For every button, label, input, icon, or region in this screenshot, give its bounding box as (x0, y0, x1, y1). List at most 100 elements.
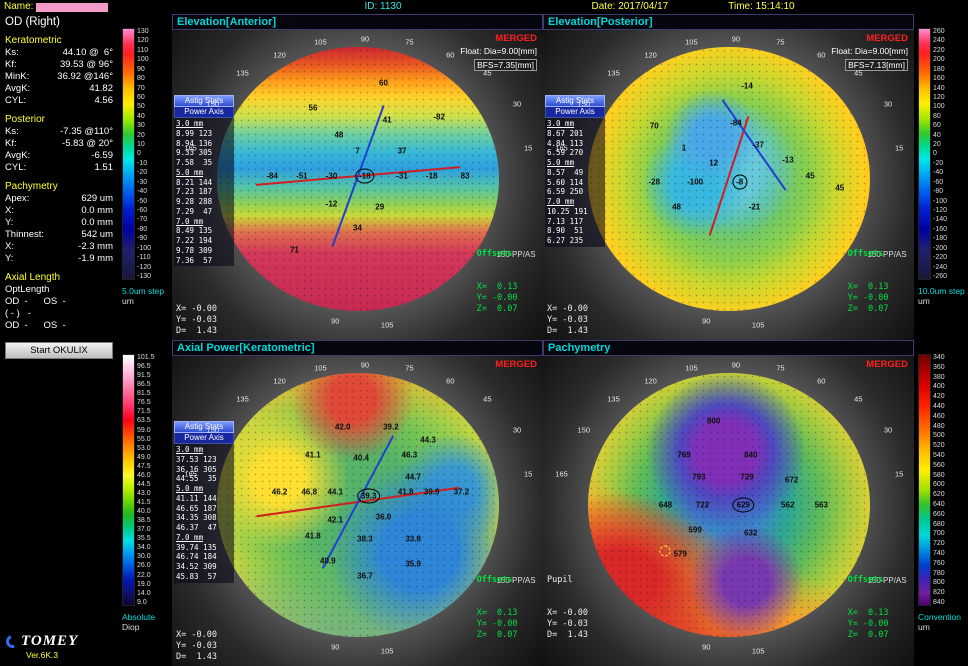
scale-label: 520 (933, 442, 945, 450)
q1-bfs-info: BFS=7.35[mm] (474, 59, 537, 71)
ring-label: 75 (776, 363, 785, 373)
scale-label: -240 (933, 263, 948, 271)
posterior-title: Posterior (5, 114, 46, 125)
q3-position-info: X= -0.00 Y= -0.03 D= 1.43 (176, 597, 237, 663)
map-value: 34 (353, 223, 362, 233)
stats-line: 8.57 49 (547, 167, 584, 177)
scale-label: 30 (137, 122, 145, 130)
scale-label: 840 (933, 598, 945, 606)
q1-scale-step: 5.0um step (122, 286, 165, 296)
ring-label: 120 (273, 376, 286, 386)
pos-line: Y= -0.03 (547, 314, 588, 325)
scale-label: 71.5 (137, 408, 151, 416)
scale-label: 800 (933, 579, 945, 587)
map-value: -18 (425, 171, 438, 181)
scale-label: 9.0 (137, 598, 147, 606)
axial-length-line: OD - OS - (5, 296, 66, 307)
map-value: 562 (781, 500, 795, 510)
map-value: 42.1 (327, 515, 344, 525)
scale-label: 140 (933, 84, 945, 92)
ring-label: 45 (854, 68, 863, 78)
map-value: -13 (782, 155, 794, 165)
posterior-rows: Ks: -7.35 @110° Kf: -5.83 @ 20° AvgK: -6.59… (5, 126, 113, 174)
scale-label: 400 (933, 383, 945, 391)
scale-label: 340 (933, 354, 945, 361)
keratometric-row: MinK: 36.92 @146° (5, 71, 113, 82)
map-value: 629 (732, 497, 755, 513)
scale-label: -20 (933, 159, 944, 167)
scale-label: -70 (137, 216, 148, 224)
stats-line: 8.90 51 (547, 226, 584, 236)
ring-label: 105 (751, 320, 765, 329)
posterior-row: Kf: -5.83 @ 20° (5, 138, 113, 149)
map-value: 599 (688, 525, 702, 535)
ring-label: 105 (314, 37, 327, 47)
map-value: 33.8 (405, 534, 421, 544)
quad-pachymetry: Pachymetry MERGED 120 105 90 75 60 135 45 150 30… (543, 340, 968, 666)
ring-label: 30 (883, 425, 893, 435)
posterior-row: AvgK: -6.59 (5, 150, 113, 161)
map-value: -30 (325, 171, 338, 181)
ring-label: 90 (360, 34, 370, 44)
offset-line: Z= 0.07 (847, 303, 889, 314)
map-value: 41 (382, 115, 392, 125)
ring-label: 105 (380, 320, 394, 329)
map-value: 46.8 (301, 487, 318, 497)
stats-line: 45.83 57 (176, 571, 217, 581)
pos-line: X= -0.00 (547, 607, 588, 618)
scale-label: 780 (933, 569, 945, 577)
stats-line: 10.25 191 (547, 206, 588, 216)
q4-title: Pachymetry (543, 340, 914, 356)
q2-position-info: X= -0.00 Y= -0.03 D= 1.43 (547, 271, 608, 337)
q2-scale-step: 10.0um step (918, 286, 965, 296)
scale-label: 53.0 (137, 444, 151, 452)
scale-label: -10 (137, 159, 148, 167)
stats-line: 6.27 235 (547, 236, 584, 246)
keratometric-row: Kf: 39.53 @ 96° (5, 59, 113, 70)
map-value: 48 (334, 130, 344, 140)
map-value: 44.3 (420, 435, 436, 445)
stats-line: 7.29 47 (176, 206, 213, 216)
stats-line: 34.52 309 (176, 562, 217, 572)
map-value: -8 (732, 174, 748, 190)
pachymetry-row: X: 0.0 mm (5, 205, 113, 216)
pos-line: X= -0.00 (547, 303, 588, 314)
ring-label: 165 (555, 469, 568, 479)
posterior-row: Ks: -7.35 @110° (5, 126, 113, 137)
stats-line: 8.67 201 (547, 128, 584, 138)
vendor-logo: TOMEY Ver.6K.3 (3, 632, 78, 660)
stats-line: 8.99 123 (176, 128, 213, 138)
scale-label: 600 (933, 481, 945, 489)
q2-astig-stats: Astig Stats Power Axis 3.0 mm 8.67 201 4.8… (545, 95, 605, 247)
scale-label: 60 (933, 122, 941, 130)
ring-label: 105 (685, 37, 698, 47)
ring-label: 150 (206, 425, 220, 435)
q3-map-area: Axial Power[Keratometric] MERGED Astig S… (172, 340, 543, 666)
scale-label: 10 (137, 141, 145, 149)
stats-line: 7.36 57 (176, 255, 213, 265)
ring-label: 90 (702, 316, 711, 326)
map-value: 45 (805, 171, 815, 181)
ring-label: 75 (405, 37, 414, 47)
scale-label: 55.0 (137, 435, 151, 443)
start-okulix-button[interactable]: Start OKULIX (5, 342, 113, 359)
ring-label: 135 (607, 394, 620, 404)
tomey-swoosh-icon (3, 632, 22, 651)
stats-line: 46.37 47 (176, 523, 217, 533)
stats-line: 6.59 250 (547, 187, 584, 197)
stats-line: 5.0 mm (176, 167, 204, 177)
map-value: 769 (677, 450, 691, 460)
map-value: 35.9 (405, 559, 421, 569)
ring-label: 165 (184, 469, 197, 479)
stats-line: 3.0 mm (176, 445, 204, 455)
ring-label: 30 (512, 99, 522, 109)
scale-label: 540 (933, 451, 945, 459)
scale-label: 760 (933, 559, 945, 567)
q1-ppas-label: 150 PP/AS (496, 250, 536, 260)
pachymetry-row: Y: -1.9 mm (5, 253, 113, 264)
stats-line: 4.84 113 (547, 138, 584, 148)
map-value: -51 (296, 171, 308, 181)
map-value: 840 (744, 450, 758, 460)
map-value: 632 (744, 528, 758, 538)
stats-line: 7.58 35 (176, 158, 213, 168)
